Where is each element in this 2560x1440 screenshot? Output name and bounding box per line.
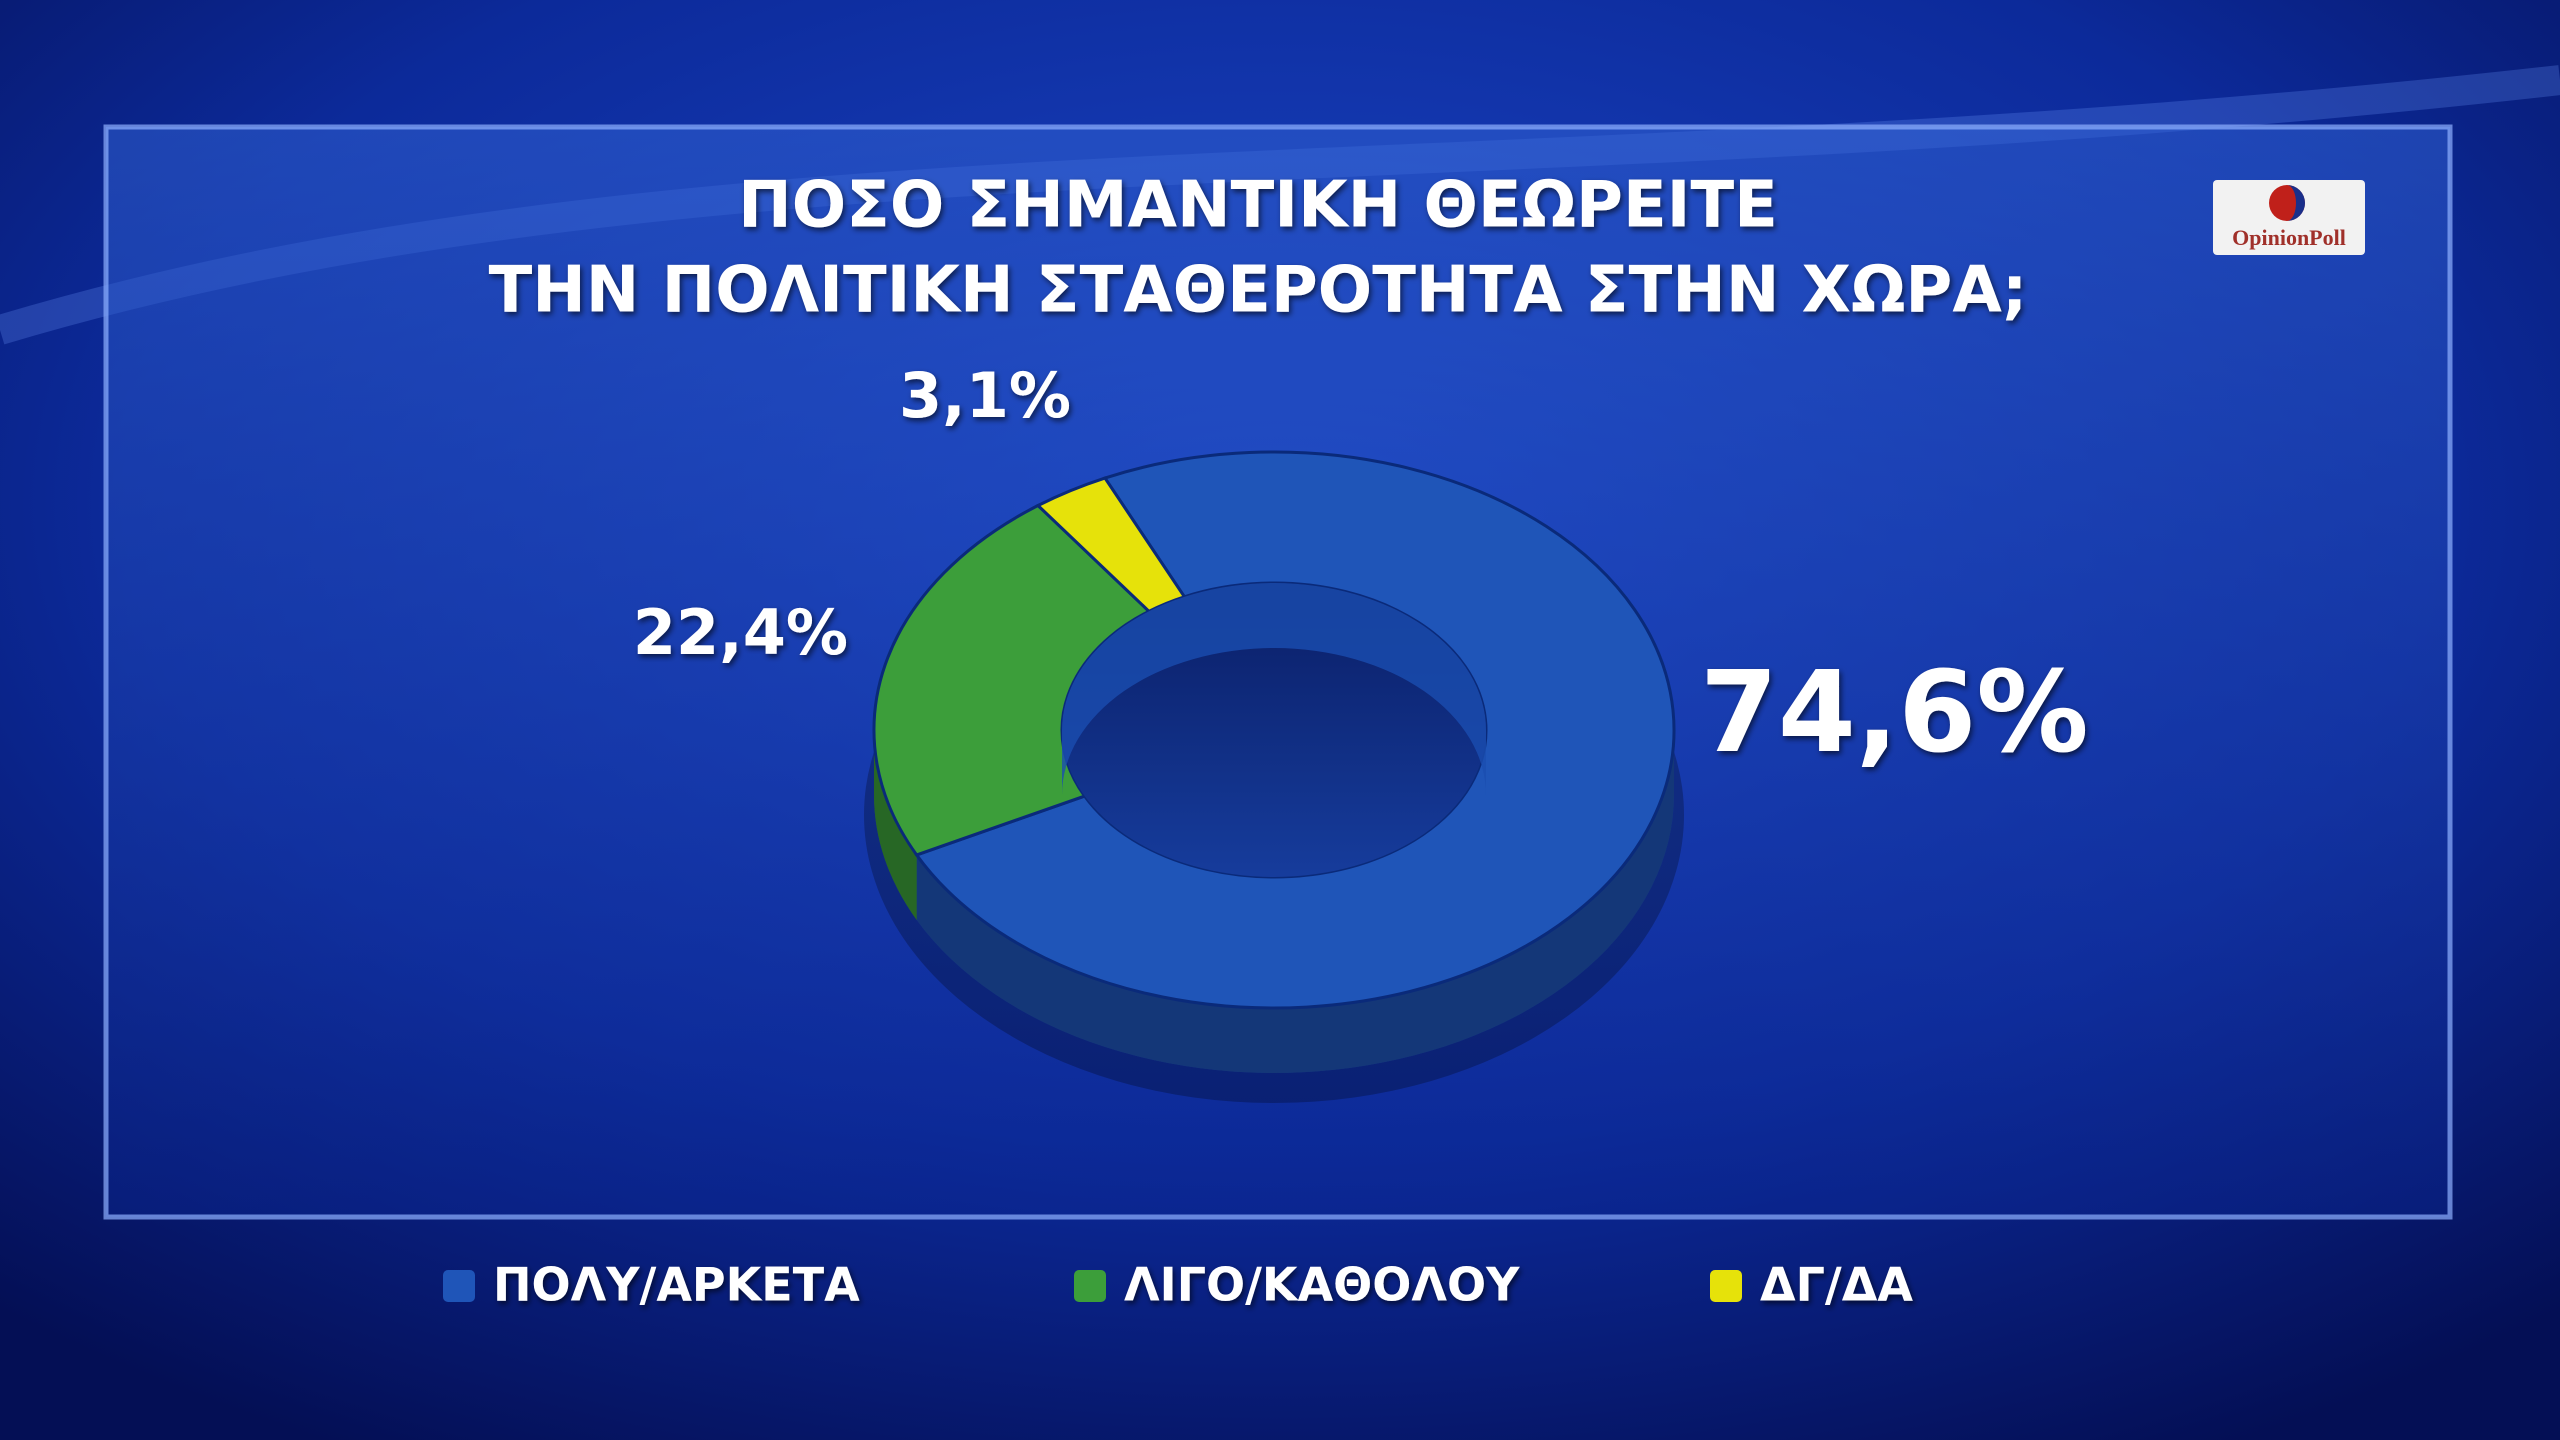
slice-side <box>874 730 917 920</box>
slice-side-shade <box>874 730 917 920</box>
legend-swatch <box>1710 1270 1742 1302</box>
legend-label: ΠΟΛΥ/ΑΡΚΕΤΑ <box>493 1258 860 1312</box>
legend-label: ΔΓ/ΔΑ <box>1760 1258 1913 1312</box>
hole-wall <box>1062 583 1486 795</box>
value-label: 3,1% <box>899 359 1071 432</box>
logo-icon-part <box>2287 185 2305 221</box>
chart-title: ΠΟΣΟ ΣΗΜΑΝΤΙΚΗ ΘΕΩΡΕΙΤΕ <box>738 169 1778 243</box>
value-label: 74,6% <box>1700 648 2089 778</box>
legend-label: ΛΙΓΟ/ΚΑΘΟΛΟΥ <box>1124 1258 1520 1312</box>
value-label: 22,4% <box>633 596 848 669</box>
slice-side-shade <box>916 730 1674 1074</box>
logo-text: OpinionPoll <box>2232 225 2346 250</box>
legend-swatch <box>1074 1270 1106 1302</box>
chart-title: ΤΗΝ ΠΟΛΙΤΙΚΗ ΣΤΑΘΕΡΟΤΗΤΑ ΣΤΗΝ ΧΩΡΑ; <box>489 254 2028 328</box>
slice-side <box>916 730 1674 1074</box>
legend-swatch <box>443 1270 475 1302</box>
